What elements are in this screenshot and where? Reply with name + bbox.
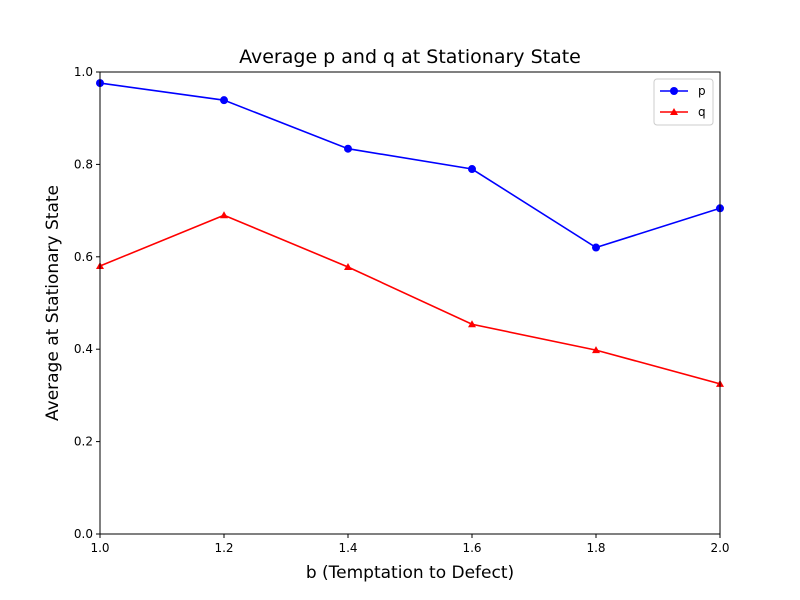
legend: pq [653,78,714,126]
legend-label-q: q [698,105,706,119]
legend-marker-p [670,87,678,95]
y-tick-label: 0.0 [74,527,93,541]
data-point-p [344,144,352,153]
y-tick-label: 0.2 [74,435,93,449]
plot-frame [99,71,721,535]
x-tick-label: 1.6 [462,541,481,555]
y-tick-label: 0.8 [74,157,93,171]
x-tick-label: 1.8 [586,541,605,555]
data-point-q [592,346,600,354]
y-axis-ticks: 0.0 0.2 0.4 0.6 0.8 1.0 [74,65,100,541]
y-tick-label: 1.0 [74,65,93,79]
chart-title: Average p and q at Stationary State [239,46,581,68]
data-point-q [468,320,476,328]
legend-label-p: p [698,84,706,98]
y-axis-label: Average at Stationary State [43,185,63,421]
legend-marker-q [670,108,678,115]
y-tick-label: 0.6 [74,250,93,264]
y-tick-label: 0.4 [74,342,93,356]
x-axis-label: b (Temptation to Defect) [306,563,514,583]
x-tick-label: 1.4 [338,541,357,555]
data-point-q [220,211,228,219]
series-p [96,79,724,252]
data-point-p [220,96,228,105]
x-tick-label: 2.0 [710,541,729,555]
series-layer [96,79,724,387]
data-point-p [592,243,600,252]
x-axis-ticks: 1.0 1.2 1.4 1.6 1.8 2.0 [90,534,730,555]
data-point-q [344,262,352,270]
data-point-p [468,165,476,174]
x-tick-label: 1.0 [90,541,109,555]
series-line-q [99,214,721,385]
series-line-p [99,82,721,249]
x-tick-label: 1.2 [214,541,233,555]
